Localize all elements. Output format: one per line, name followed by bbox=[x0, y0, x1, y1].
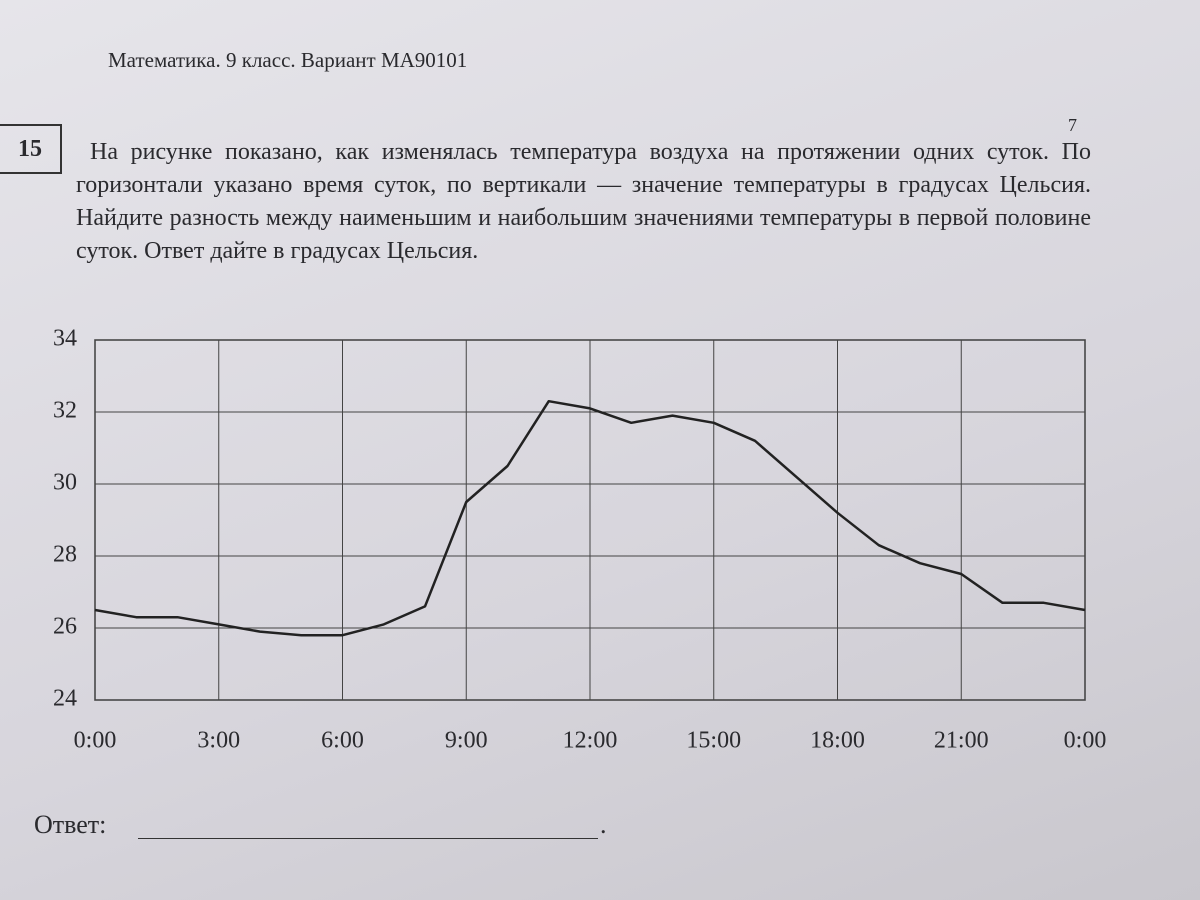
x-tick-label: 12:00 bbox=[563, 728, 618, 754]
x-tick-label: 3:00 bbox=[197, 728, 240, 754]
x-tick-label: 18:00 bbox=[810, 728, 865, 754]
x-tick-label: 21:00 bbox=[934, 728, 989, 754]
y-tick-label: 30 bbox=[53, 470, 77, 496]
y-tick-label: 32 bbox=[53, 398, 77, 424]
answer-line bbox=[138, 838, 598, 839]
y-tick-label: 34 bbox=[53, 326, 77, 352]
answer-end: . bbox=[600, 810, 607, 839]
answer-label: Ответ: bbox=[34, 810, 107, 839]
y-tick-label: 26 bbox=[53, 614, 77, 640]
temperature-line bbox=[94, 399, 1086, 637]
problem-number: 15 bbox=[0, 124, 62, 174]
x-tick-label: 15:00 bbox=[686, 728, 741, 754]
x-tick-label: 0:00 bbox=[1064, 728, 1107, 754]
y-tick-label: 28 bbox=[53, 542, 77, 568]
header: Математика. 9 класс. Вариант МА90101 bbox=[108, 48, 468, 72]
x-tick-label: 6:00 bbox=[321, 728, 364, 754]
x-tick-label: 0:00 bbox=[74, 728, 117, 754]
x-tick-label: 9:00 bbox=[445, 728, 488, 754]
page-number: 7 bbox=[1068, 115, 1077, 135]
problem-text: На рисунке показано, как изменялась темп… bbox=[76, 139, 1091, 264]
y-tick-label: 24 bbox=[53, 686, 77, 712]
